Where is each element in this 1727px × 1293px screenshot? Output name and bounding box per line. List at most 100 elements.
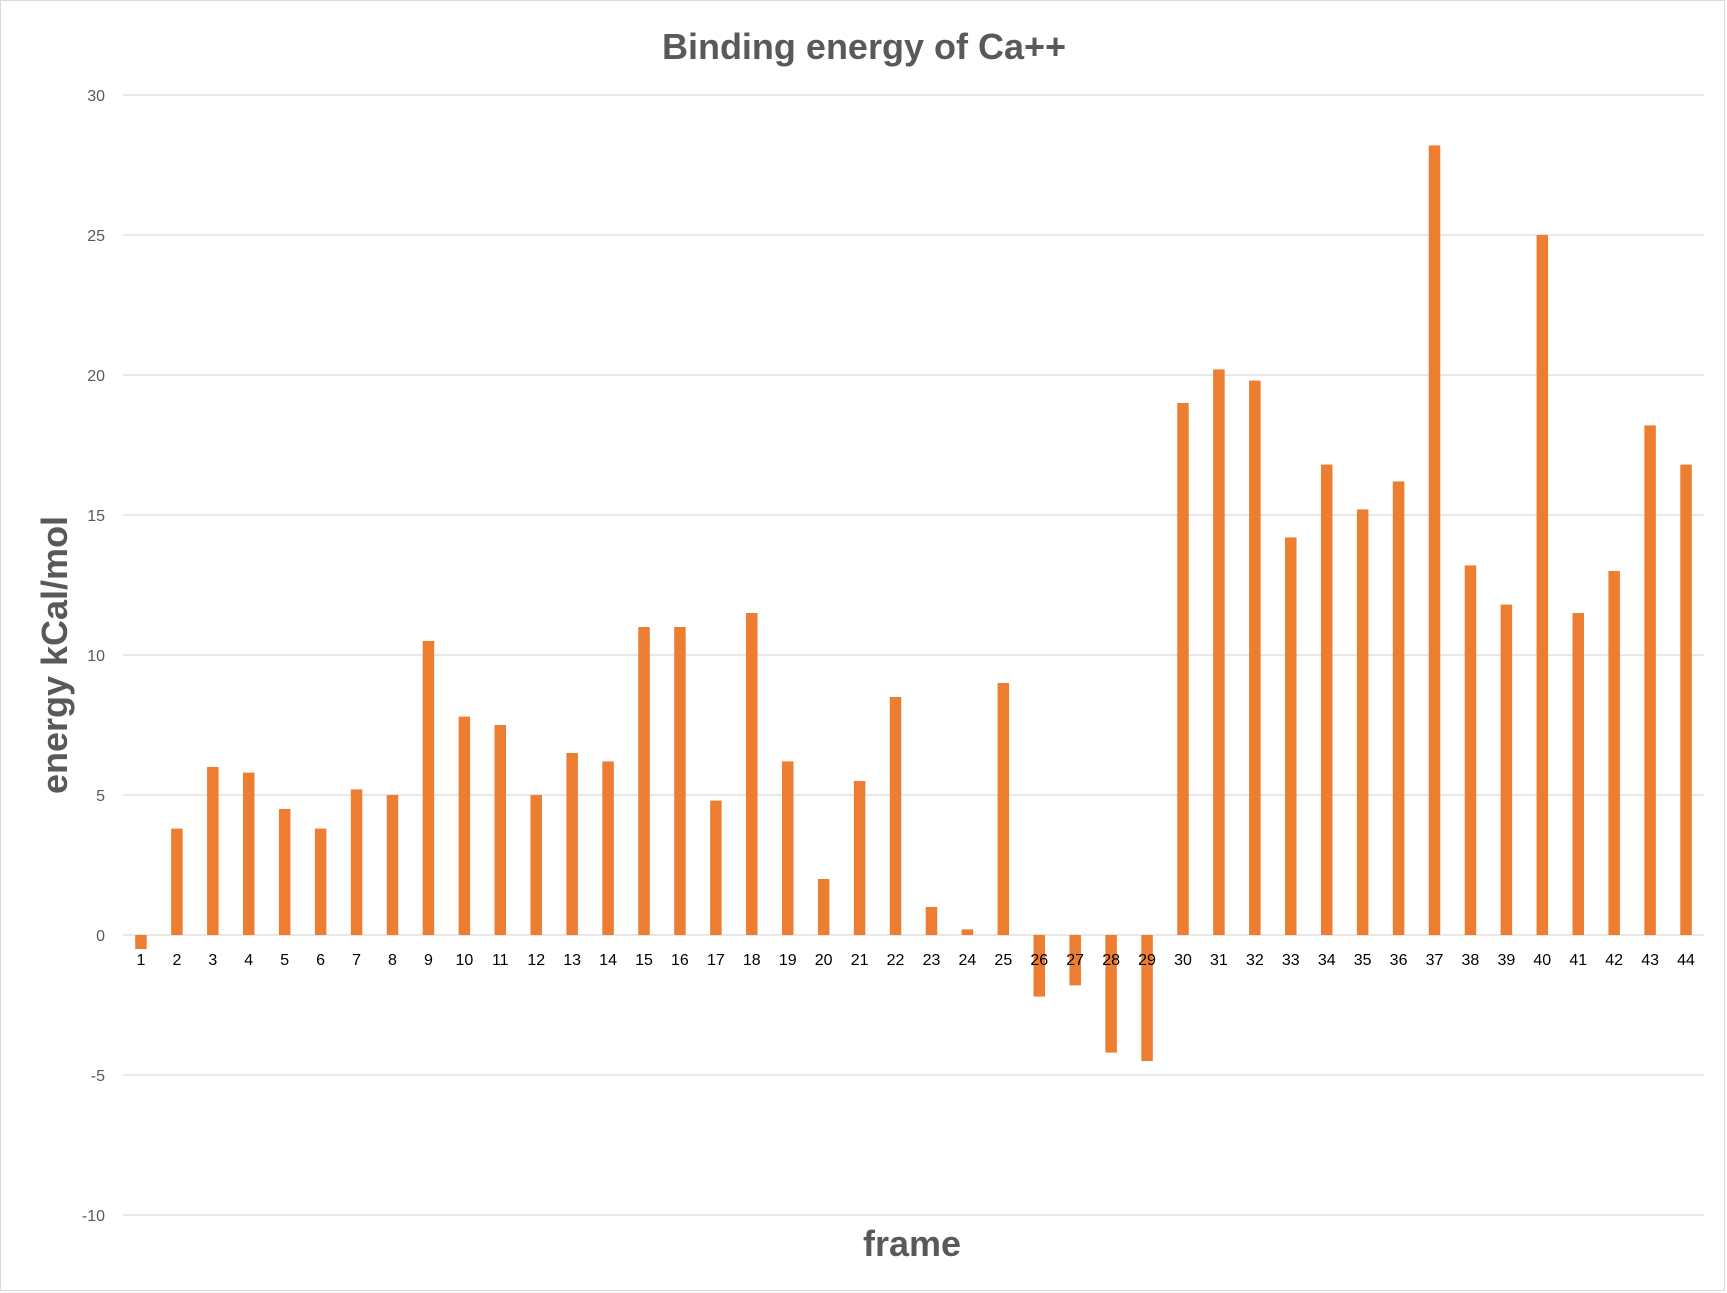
y-tick-label: 5 (96, 788, 105, 805)
y-axis-ticks: 30 25 20 15 10 5 0 -5 -10 (82, 88, 105, 1225)
bar (458, 716, 471, 935)
x-tick-label: 40 (1533, 952, 1551, 969)
y-tick-label: 0 (96, 928, 105, 945)
bar (961, 929, 974, 935)
bar (1644, 425, 1656, 935)
bar (1608, 571, 1620, 935)
x-tick-label: 43 (1641, 952, 1659, 969)
bar (207, 767, 219, 935)
x-tick-label: 23 (923, 952, 941, 969)
x-tick-label: 39 (1497, 952, 1515, 969)
x-axis-ticks: 1 2 3 4 5 6 7 8 9 10 11 12 13 14 15 16 17 18 19 20 21 22 23 24 2… (137, 952, 1696, 969)
chart-title: Binding energy of Ca++ (662, 26, 1066, 67)
bar (530, 795, 542, 935)
x-tick-label: 13 (563, 952, 581, 969)
bar (781, 761, 794, 935)
bar (1464, 565, 1477, 935)
x-tick-label: 19 (779, 952, 797, 969)
x-tick-label: 17 (707, 952, 725, 969)
bar (1320, 464, 1333, 935)
x-tick-label: 42 (1605, 952, 1623, 969)
x-tick-label: 24 (958, 952, 976, 969)
bar (350, 789, 363, 935)
x-tick-label: 35 (1354, 952, 1372, 969)
x-tick-label: 7 (352, 952, 361, 969)
x-axis-title: frame (863, 1223, 961, 1264)
bar (1500, 604, 1513, 935)
x-tick-label: 16 (671, 952, 689, 969)
y-tick-label: 20 (87, 368, 105, 385)
x-tick-label: 21 (851, 952, 869, 969)
bar (135, 935, 147, 949)
y-tick-label: 25 (87, 228, 105, 245)
bar (386, 795, 399, 935)
y-axis-title: energy kCal/mol (34, 516, 75, 794)
bar (243, 772, 255, 935)
x-tick-label: 14 (599, 952, 617, 969)
bar (1392, 481, 1405, 935)
x-tick-label: 20 (815, 952, 833, 969)
x-tick-label: 8 (388, 952, 397, 969)
y-tick-label: 30 (87, 88, 105, 105)
x-tick-label: 9 (424, 952, 433, 969)
bar (1069, 935, 1081, 986)
bar (422, 641, 435, 935)
y-tick-label: -5 (91, 1068, 105, 1085)
bar (638, 627, 650, 935)
bar (1105, 935, 1117, 1053)
bar (925, 907, 938, 935)
x-tick-label: 18 (743, 952, 761, 969)
x-tick-label: 32 (1246, 952, 1264, 969)
bar (746, 613, 758, 935)
x-tick-label: 33 (1282, 952, 1300, 969)
x-tick-label: 27 (1066, 952, 1084, 969)
y-tick-label: 10 (87, 648, 105, 665)
bar (997, 683, 1010, 935)
x-tick-label: 1 (137, 952, 146, 969)
bar (853, 781, 866, 935)
x-tick-label: 22 (887, 952, 905, 969)
x-tick-label: 38 (1462, 952, 1480, 969)
bar (817, 879, 830, 935)
bar (1356, 509, 1369, 935)
bar (1428, 145, 1441, 935)
bar (494, 725, 507, 935)
x-tick-label: 41 (1569, 952, 1587, 969)
x-tick-label: 25 (994, 952, 1012, 969)
bar (171, 828, 183, 935)
bar (1033, 935, 1046, 997)
x-tick-label: 30 (1174, 952, 1192, 969)
x-tick-label: 4 (244, 952, 253, 969)
bar (1249, 380, 1261, 936)
x-tick-label: 44 (1677, 952, 1695, 969)
bar (1536, 235, 1549, 935)
x-tick-label: 2 (172, 952, 181, 969)
bar (314, 828, 327, 935)
x-tick-label: 28 (1102, 952, 1120, 969)
bar (566, 753, 578, 935)
x-tick-label: 6 (316, 952, 325, 969)
gridlines (123, 94, 1704, 1216)
bar (710, 800, 722, 935)
bar (1177, 403, 1189, 935)
y-tick-label: -10 (82, 1208, 105, 1225)
x-tick-label: 37 (1426, 952, 1444, 969)
bar (278, 809, 291, 935)
x-tick-label: 29 (1138, 952, 1156, 969)
x-tick-label: 31 (1210, 952, 1228, 969)
x-tick-label: 36 (1390, 952, 1408, 969)
bar (889, 697, 902, 935)
bar (674, 627, 686, 935)
x-tick-label: 12 (527, 952, 545, 969)
x-tick-label: 26 (1030, 952, 1048, 969)
bar (1572, 613, 1584, 935)
x-tick-label: 11 (492, 952, 509, 969)
x-tick-label: 34 (1318, 952, 1336, 969)
bar (1680, 464, 1692, 935)
x-tick-label: 3 (208, 952, 217, 969)
bar (1141, 935, 1153, 1061)
y-tick-label: 15 (87, 508, 105, 525)
bar (1213, 369, 1225, 935)
